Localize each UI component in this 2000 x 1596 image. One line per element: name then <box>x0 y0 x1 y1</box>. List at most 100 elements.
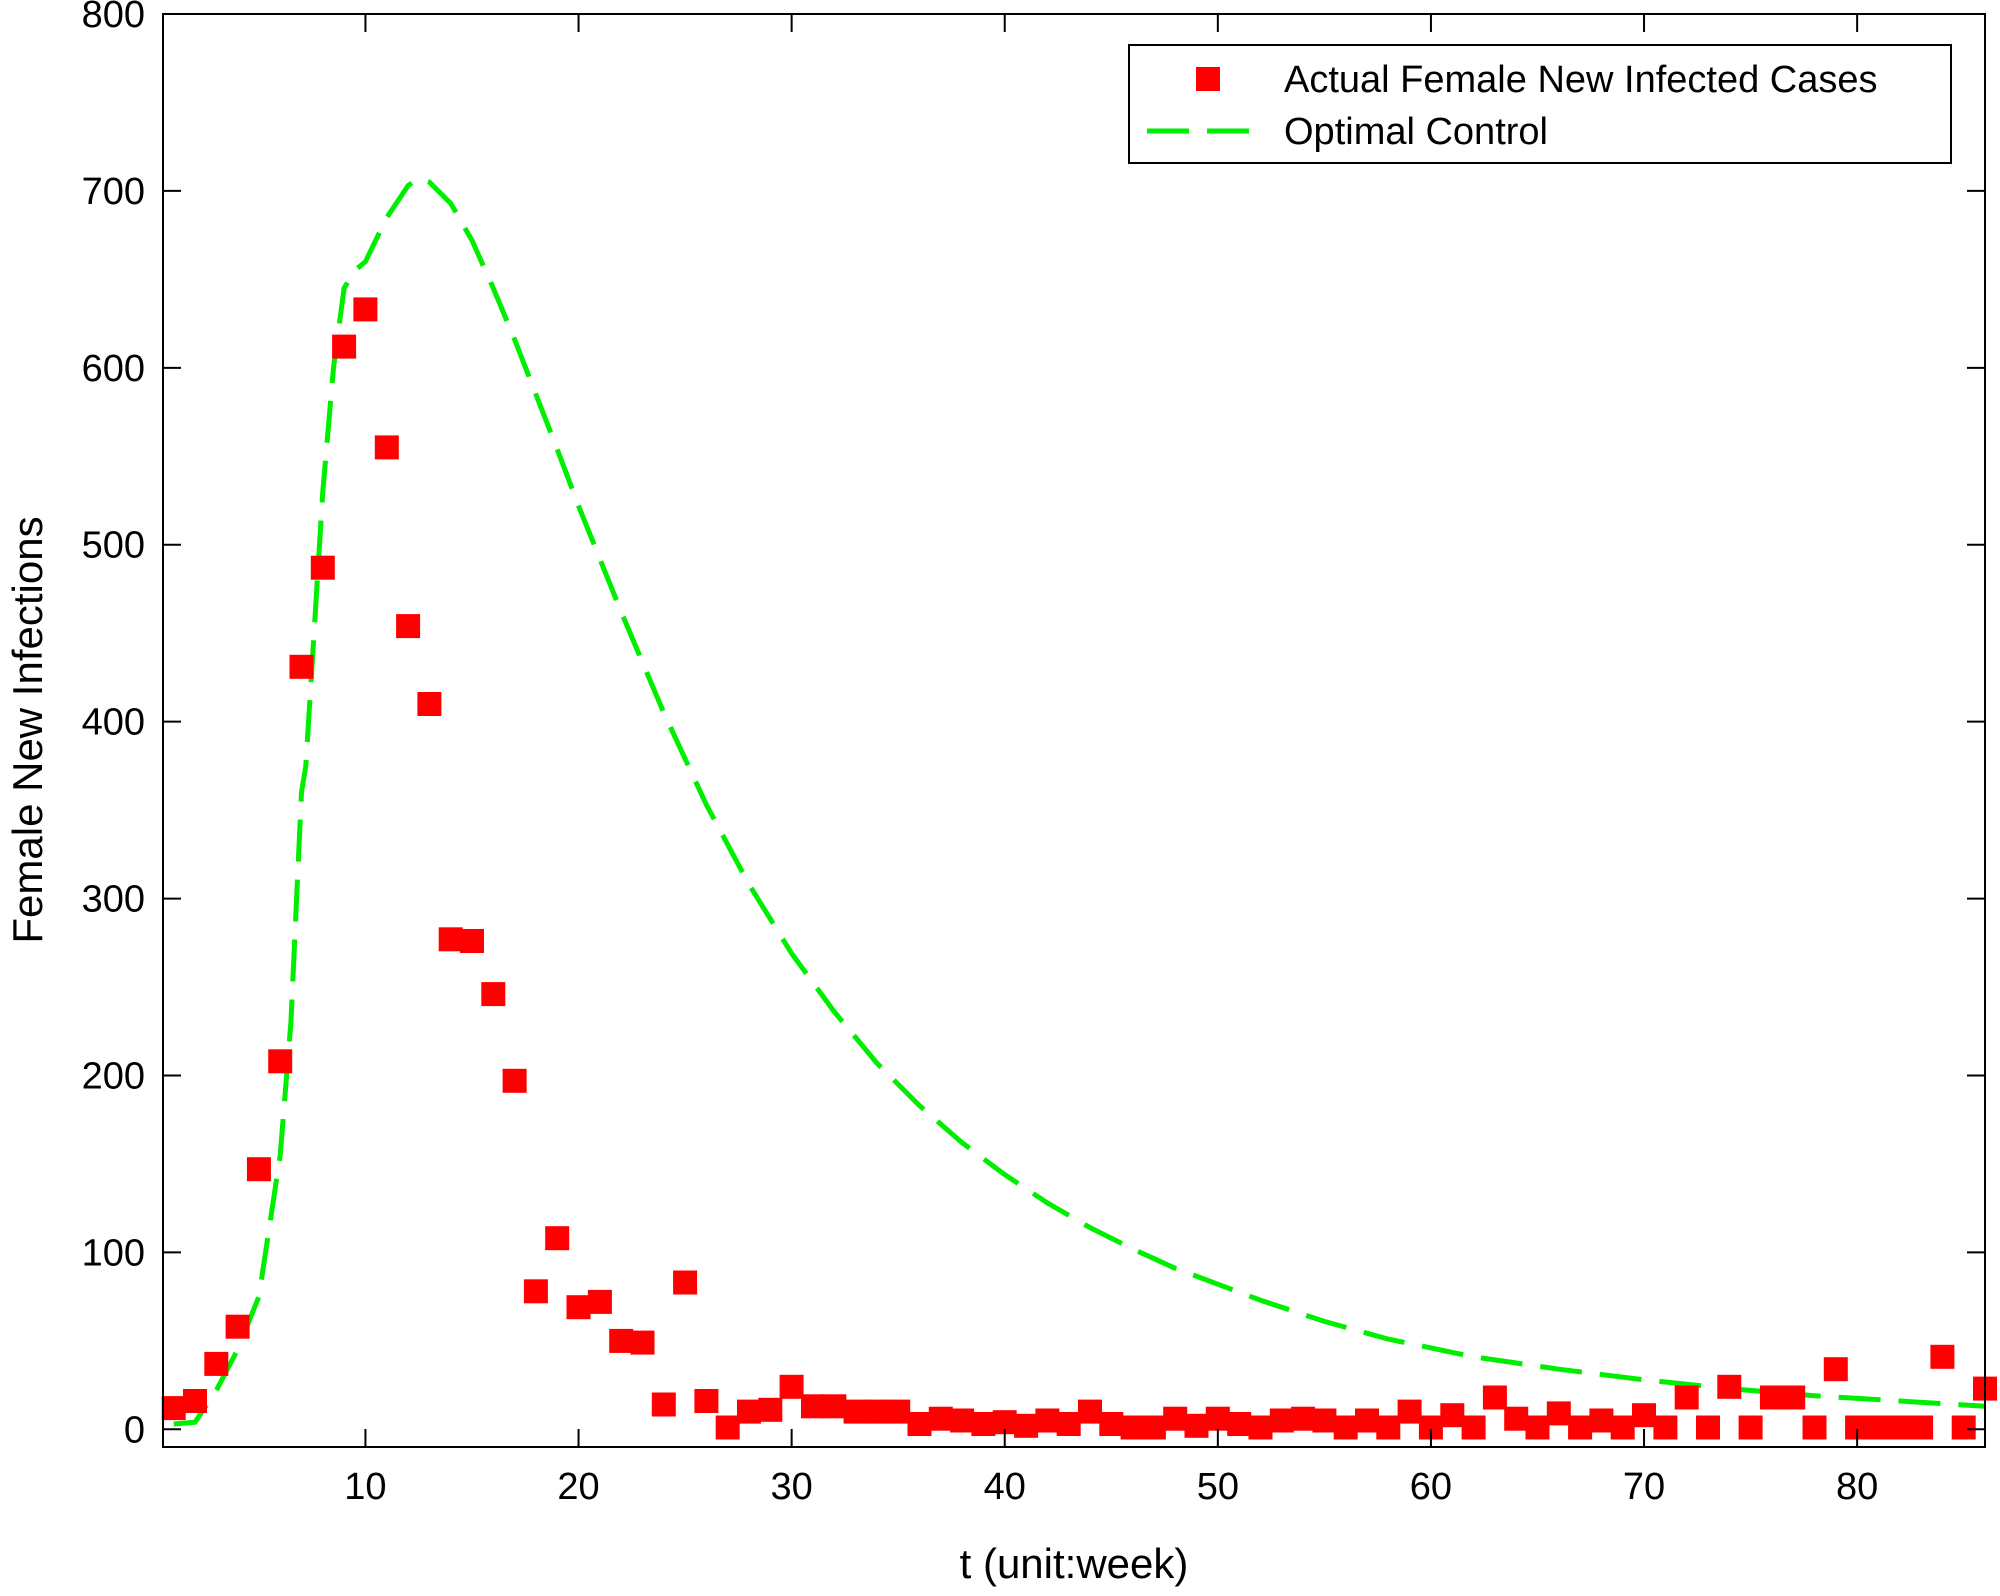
data-point <box>1525 1415 1550 1440</box>
data-point <box>1184 1413 1209 1438</box>
data-point <box>1205 1406 1230 1431</box>
data-point <box>1674 1385 1699 1410</box>
data-point <box>1376 1415 1401 1440</box>
x-tick-label: 10 <box>344 1466 386 1508</box>
data-point <box>928 1406 953 1431</box>
y-tick-label: 800 <box>82 0 145 36</box>
x-tick-label: 70 <box>1623 1466 1665 1508</box>
data-point <box>1759 1385 1784 1410</box>
legend-marker-actual-cases <box>1196 67 1220 91</box>
data-point <box>1589 1408 1614 1433</box>
x-tick-label: 80 <box>1836 1466 1878 1508</box>
x-tick-label: 50 <box>1197 1466 1239 1508</box>
data-point <box>161 1396 186 1421</box>
data-point <box>502 1068 527 1093</box>
data-point <box>758 1397 783 1422</box>
data-point <box>1269 1408 1294 1433</box>
x-axis: 10 20 30 40 50 60 70 80 <box>344 14 1878 1508</box>
data-point <box>1823 1357 1848 1382</box>
data-point <box>1120 1415 1145 1440</box>
data-point <box>1802 1415 1827 1440</box>
data-point <box>779 1374 804 1399</box>
data-point <box>1632 1403 1656 1428</box>
data-point <box>353 297 378 322</box>
y-tick-label: 400 <box>82 702 145 744</box>
data-point <box>566 1295 591 1320</box>
data-point <box>268 1049 293 1074</box>
data-point <box>1248 1415 1273 1440</box>
data-point <box>1909 1415 1934 1440</box>
data-point <box>523 1279 548 1304</box>
data-point <box>886 1399 911 1424</box>
data-point <box>971 1412 996 1436</box>
data-point <box>822 1394 847 1419</box>
data-point <box>1141 1415 1166 1440</box>
data-point <box>1035 1408 1060 1433</box>
data-point <box>1482 1385 1507 1410</box>
data-point <box>1653 1415 1678 1440</box>
actual-cases-series <box>161 297 1997 1440</box>
data-point <box>481 982 506 1007</box>
data-point <box>396 614 421 639</box>
data-point <box>950 1408 975 1433</box>
data-point <box>1610 1415 1635 1440</box>
data-point <box>1568 1415 1593 1440</box>
data-point <box>651 1392 676 1417</box>
data-point <box>587 1289 612 1314</box>
data-point <box>545 1226 570 1251</box>
legend: Actual Female New Infected Cases Optimal… <box>1128 44 1952 164</box>
data-point <box>737 1399 761 1424</box>
y-tick-label: 700 <box>82 171 145 213</box>
data-point <box>694 1389 719 1413</box>
data-point <box>1355 1408 1379 1433</box>
data-point <box>843 1399 868 1424</box>
data-point <box>204 1351 229 1376</box>
data-point <box>374 435 399 460</box>
y-tick-label: 300 <box>82 879 145 921</box>
data-point <box>1163 1406 1188 1431</box>
y-tick-label: 100 <box>82 1232 145 1274</box>
data-point <box>183 1389 207 1413</box>
data-point <box>310 555 335 580</box>
data-point <box>460 929 484 953</box>
x-axis-title: t (unit:week) <box>960 1540 1189 1587</box>
data-point <box>673 1270 698 1295</box>
data-point <box>1738 1415 1763 1440</box>
data-point <box>1461 1415 1486 1440</box>
data-point <box>1930 1344 1955 1369</box>
data-point <box>1291 1406 1316 1431</box>
y-tick-label: 200 <box>82 1055 145 1097</box>
legend-label-optimal-control: Optimal Control <box>1284 111 1548 153</box>
data-point <box>715 1415 740 1440</box>
data-point <box>1397 1399 1422 1424</box>
data-point <box>864 1399 889 1424</box>
data-point <box>1717 1374 1742 1399</box>
data-point <box>1333 1415 1358 1440</box>
data-point <box>1781 1385 1806 1410</box>
optimal-control-series <box>173 176 1986 1427</box>
data-point <box>609 1328 634 1353</box>
y-tick-label: 600 <box>82 348 145 390</box>
data-point <box>1440 1403 1465 1428</box>
data-point <box>1078 1399 1102 1424</box>
data-point <box>1504 1406 1529 1431</box>
x-tick-label: 40 <box>984 1466 1026 1508</box>
y-axis: 0 100 200 300 400 500 600 700 800 <box>82 0 1985 1451</box>
data-point <box>801 1394 825 1419</box>
data-point <box>1887 1415 1912 1440</box>
data-point <box>1014 1413 1039 1438</box>
x-tick-label: 20 <box>557 1466 599 1508</box>
data-point <box>1696 1415 1720 1440</box>
data-point <box>438 927 463 952</box>
data-point <box>630 1330 655 1355</box>
x-tick-label: 30 <box>771 1466 813 1508</box>
y-axis-title: Female New Infections <box>4 516 51 943</box>
legend-box <box>1128 44 1952 164</box>
y-tick-label: 500 <box>82 525 145 567</box>
legend-label-actual-cases: Actual Female New Infected Cases <box>1284 59 1878 101</box>
data-point <box>332 334 357 359</box>
data-point <box>1546 1401 1571 1426</box>
data-point <box>907 1412 932 1436</box>
data-point <box>1866 1415 1891 1440</box>
